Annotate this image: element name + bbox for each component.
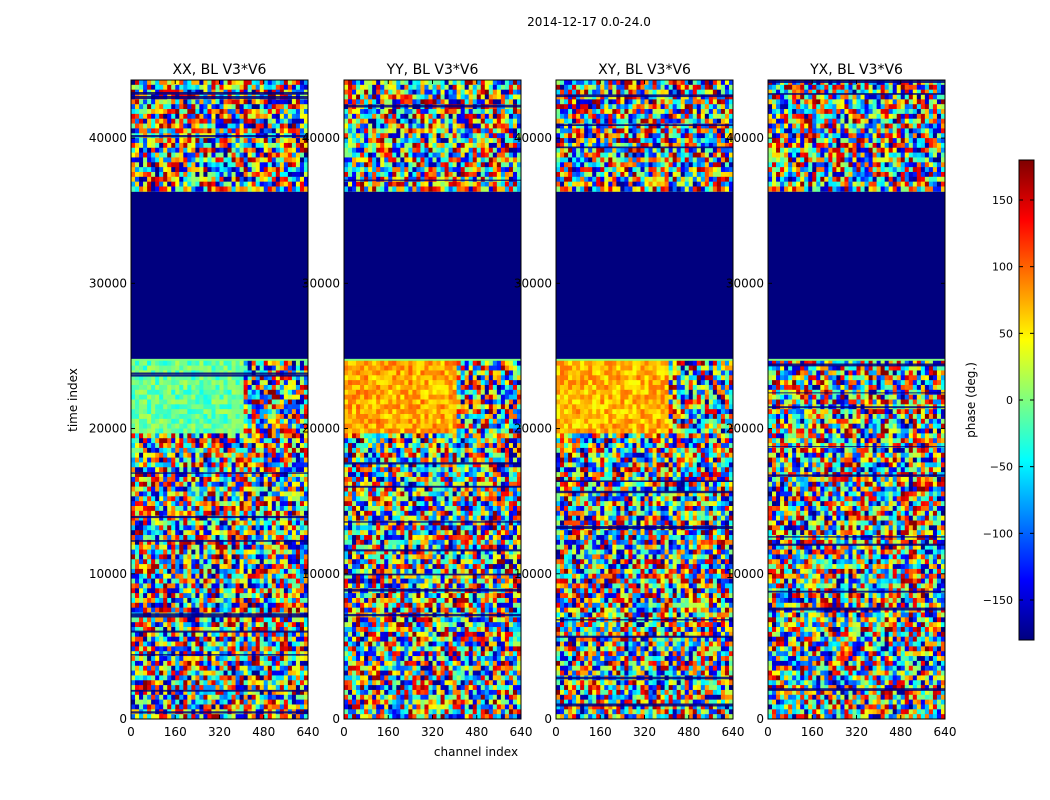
panel-title: XY, BL V3*V6 [598,62,691,78]
y-tick-label: 0 [332,712,340,726]
heatmap-panel: YX, BL V3*V6 0 160 320 480 640 0 10000 20000 3000… [726,62,957,739]
colorbar: −150 −100 −50 0 50 100 150 phase (deg.) [964,159,1035,641]
panel-title: XX, BL V3*V6 [173,62,267,78]
y-tick-label: 10000 [302,567,340,581]
y-tick-label: 0 [544,712,552,726]
x-tick-label: 0 [552,725,560,739]
colorbar-tick-label: 150 [992,194,1013,207]
colorbar-label: phase (deg.) [964,362,978,438]
colorbar-tick-label: 100 [992,261,1013,274]
y-tick-label: 20000 [302,422,340,436]
y-tick-label: 30000 [726,276,764,290]
y-tick-label: 30000 [89,276,127,290]
x-tick-label: 640 [722,725,745,739]
colorbar-tick-label: 50 [999,327,1013,340]
y-tick-label: 30000 [302,276,340,290]
heatmap-cells [556,80,733,719]
x-tick-label: 480 [252,725,275,739]
heatmap-cells [768,80,945,719]
y-tick-label: 20000 [89,422,127,436]
figure-title: 2014-12-17 0.0-24.0 [527,15,651,29]
x-tick-label: 160 [377,725,400,739]
y-tick-label: 40000 [726,131,764,145]
x-tick-label: 480 [889,725,912,739]
flagged-time-block [556,191,733,359]
y-tick-label: 30000 [514,276,552,290]
x-tick-label: 640 [934,725,957,739]
colorbar-tick-label: −100 [983,527,1013,540]
panel-title: YY, BL V3*V6 [386,62,479,78]
flagged-time-block [131,191,308,359]
x-tick-label: 320 [633,725,656,739]
y-tick-label: 10000 [89,567,127,581]
y-tick-label: 10000 [514,567,552,581]
y-tick-label: 20000 [514,422,552,436]
x-tick-label: 480 [677,725,700,739]
panel-title: YX, BL V3*V6 [809,62,903,78]
y-tick-label: 0 [756,712,764,726]
x-tick-label: 640 [510,725,533,739]
heatmap-panel: YY, BL V3*V6 0 160 320 480 640 0 10000 20000 3000… [302,62,533,739]
heatmap-cells [131,80,308,719]
colorbar-tick-label: 0 [1006,394,1013,407]
y-tick-label: 40000 [514,131,552,145]
y-axis-label: time index [66,368,80,432]
y-tick-label: 20000 [726,422,764,436]
x-tick-label: 480 [465,725,488,739]
heatmap-panels: XX, BL V3*V6 0 160 320 480 640 0 10000 20000 3000… [89,62,957,739]
x-tick-label: 160 [801,725,824,739]
x-tick-label: 320 [208,725,231,739]
y-tick-label: 40000 [89,131,127,145]
x-tick-label: 320 [421,725,444,739]
heatmap-cells [344,80,521,719]
y-tick-label: 40000 [302,131,340,145]
x-tick-label: 160 [589,725,612,739]
x-tick-label: 0 [764,725,772,739]
heatmap-panel: XX, BL V3*V6 0 160 320 480 640 0 10000 20000 3000… [89,62,320,739]
flagged-time-block [768,191,945,359]
heatmap-panel: XY, BL V3*V6 0 160 320 480 640 0 10000 20000 3000… [514,62,745,739]
x-axis-label: channel index [434,745,518,759]
colorbar-tick-label: −150 [983,594,1013,607]
y-tick-label: 0 [119,712,127,726]
x-tick-label: 640 [297,725,320,739]
x-tick-label: 0 [340,725,348,739]
x-tick-label: 160 [164,725,187,739]
x-tick-label: 320 [845,725,868,739]
y-tick-label: 10000 [726,567,764,581]
colorbar-tick-label: −50 [990,461,1013,474]
x-tick-label: 0 [127,725,135,739]
